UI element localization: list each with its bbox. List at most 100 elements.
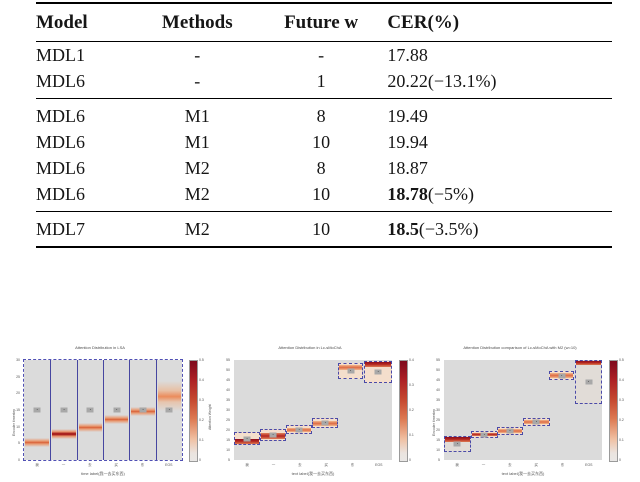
colorbar-tick: 0.4	[409, 358, 414, 362]
cer-value: 19.49	[387, 106, 428, 126]
colorbar-tick: 0.5	[619, 358, 624, 362]
colorbar-tick: 0.2	[619, 418, 624, 422]
colorbar-tick: 0	[409, 458, 411, 462]
cell-methods: M2	[184, 184, 210, 204]
table-row: MDL6 M1 8 19.49	[36, 98, 612, 129]
cell-cer: 18.78(−5%)	[387, 181, 612, 212]
cell-model: MDL7	[36, 211, 140, 246]
heatmap-column: ▪	[129, 360, 155, 460]
heatmap-column: ▪	[155, 360, 182, 460]
cell-future-w: 1	[316, 71, 326, 91]
cer-value: 18.5	[387, 219, 419, 239]
results-table: Model Methods Future w CER(%) MDL1 - - 1…	[36, 2, 612, 248]
attention-step-box: ▪	[575, 360, 602, 404]
attention-step-box: ▪	[444, 436, 471, 452]
y-tick: 10	[226, 448, 230, 452]
cell-future-w: 8	[254, 98, 388, 129]
attention-heatmap-lsa: Attention Distribution in LSA Encoder ti…	[8, 338, 212, 482]
y-tick: 45	[226, 378, 230, 382]
colorbar	[609, 360, 618, 462]
plot-title: Attention Distribution in LSA	[75, 345, 125, 350]
x-tick: 东	[140, 463, 145, 467]
y-tick: 40	[226, 388, 230, 392]
cer-note: (−5%)	[427, 184, 474, 204]
colorbar-tick: 0.2	[199, 418, 204, 422]
x-tick: 东	[560, 463, 565, 467]
colorbar-tick: 0.5	[199, 358, 204, 362]
y-tick: 55	[226, 358, 230, 362]
x-tick: EOS	[375, 463, 383, 467]
attention-band	[157, 381, 181, 411]
x-axis-label: text label(我一去买东西)	[501, 471, 545, 476]
attention-step-box: ▪	[338, 363, 363, 379]
colorbar-tick: 0.3	[409, 383, 414, 387]
y-tick: 45	[436, 378, 440, 382]
cer-note: (−3.5%)	[418, 219, 479, 239]
attention-band	[235, 439, 260, 444]
heatmap-column: ▪	[50, 360, 76, 460]
x-tick: 买	[114, 463, 118, 467]
attention-figures: Attention Distribution in LSA Encoder ti…	[0, 338, 640, 482]
x-axis-label: text label(我一去买东西)	[291, 471, 335, 476]
y-tick: 25	[226, 418, 230, 422]
x-tick: 去	[88, 463, 92, 467]
cell-cer: 18.87	[387, 155, 612, 181]
y-tick: 10	[436, 448, 440, 452]
table-row: MDL1 - - 17.88	[36, 42, 612, 69]
table-row: MDL6 M2 8 18.87	[36, 155, 612, 181]
attention-step-box: ▪	[364, 361, 392, 383]
x-tick: 我	[245, 463, 249, 467]
cell-cer: 20.22(−13.1%)	[387, 68, 612, 99]
table-row: MDL6 M2 10 18.78(−5%)	[36, 181, 612, 212]
cell-model: MDL6	[36, 184, 85, 204]
y-tick: 20	[436, 428, 440, 432]
y-tick: 15	[436, 438, 440, 442]
y-tick: 25	[16, 374, 20, 379]
y-tick: 55	[436, 358, 440, 362]
value-chip: ▪	[321, 420, 329, 426]
col-header-cer: CER(%)	[387, 4, 612, 42]
colorbar-tick: 0.1	[619, 438, 624, 442]
cell-model: MDL6	[36, 132, 85, 152]
colorbar-tick: 0	[199, 458, 201, 462]
value-chip: ▪	[347, 368, 354, 374]
attention-step-box: ▪	[260, 429, 287, 441]
x-tick: 买	[324, 463, 328, 467]
cell-cer: 18.5(−3.5%)	[387, 211, 612, 246]
value-chip: ▪	[532, 419, 540, 425]
y-axis-ticks: 30 25 20 15 10 5 0	[8, 358, 22, 462]
cell-model: MDL6	[36, 98, 140, 129]
attention-band	[576, 361, 601, 366]
value-chip: ▪	[60, 407, 68, 413]
value-chip: ▪	[243, 436, 251, 441]
attention-band	[78, 423, 102, 432]
attention-step-box: ▪	[234, 432, 261, 445]
cer-value: 18.87	[387, 158, 428, 178]
x-tick: 去	[508, 463, 512, 467]
table-row: MDL6 - 1 20.22(−13.1%)	[36, 68, 612, 99]
colorbar	[189, 360, 198, 462]
attention-step-box: ▪	[312, 418, 339, 428]
cell-methods: -	[194, 45, 201, 65]
colorbar-ticks: 0.5 0.4 0.3 0.2 0.1 0	[199, 358, 211, 462]
attention-step-box: ▪	[470, 431, 498, 438]
cell-future-w: 10	[254, 211, 388, 246]
x-tick: 我	[35, 463, 39, 467]
colorbar-tick: 0.3	[619, 398, 624, 402]
colorbar-ticks: 0.5 0.4 0.3 0.2 0.1 0	[619, 358, 631, 462]
cell-methods: M2	[139, 211, 255, 246]
colorbar-tick: 0.2	[409, 408, 414, 412]
x-tick: 东	[350, 463, 355, 467]
cell-methods: M1	[139, 98, 255, 129]
attention-band	[365, 362, 391, 367]
x-tick: 一	[271, 463, 276, 467]
y-tick: 15	[16, 408, 20, 412]
y-axis-ticks: 55 50 45 40 35 30 25 20 15 10 5	[218, 358, 232, 462]
colorbar-ticks: 0.4 0.3 0.2 0.1 0	[409, 358, 421, 462]
value-chip: ▪	[506, 428, 514, 434]
cer-value: 18.78	[387, 184, 428, 204]
value-chip: ▪	[480, 432, 488, 437]
cell-cer: 17.88	[387, 42, 612, 69]
x-tick: 一	[61, 463, 66, 467]
y-tick: 15	[226, 438, 230, 442]
